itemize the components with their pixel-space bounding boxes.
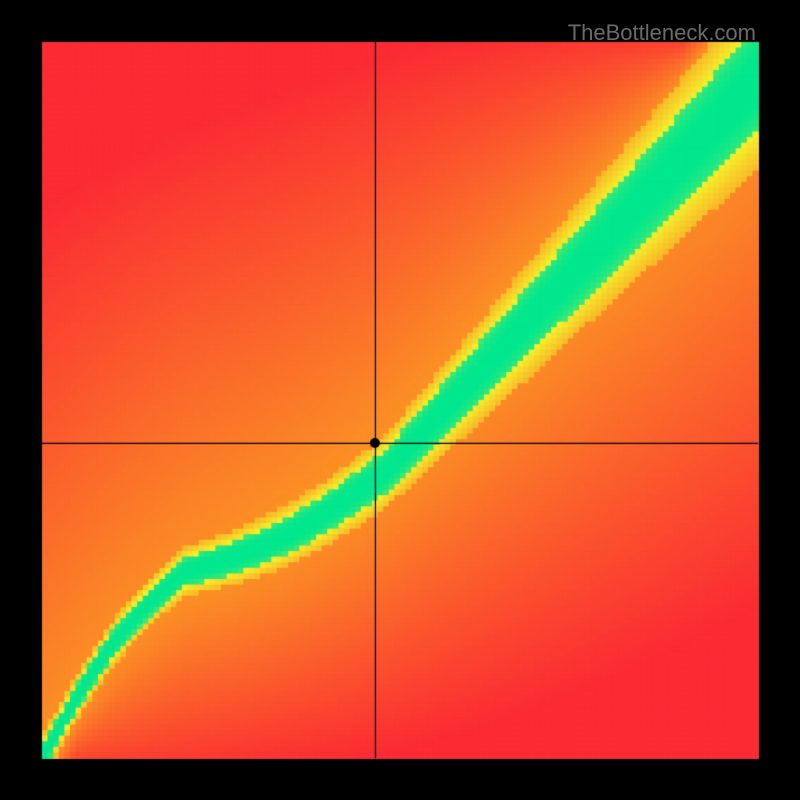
watermark-text: TheBottleneck.com [568, 20, 756, 46]
figure-root: TheBottleneck.com [0, 0, 800, 800]
bottleneck-heatmap [0, 0, 800, 800]
